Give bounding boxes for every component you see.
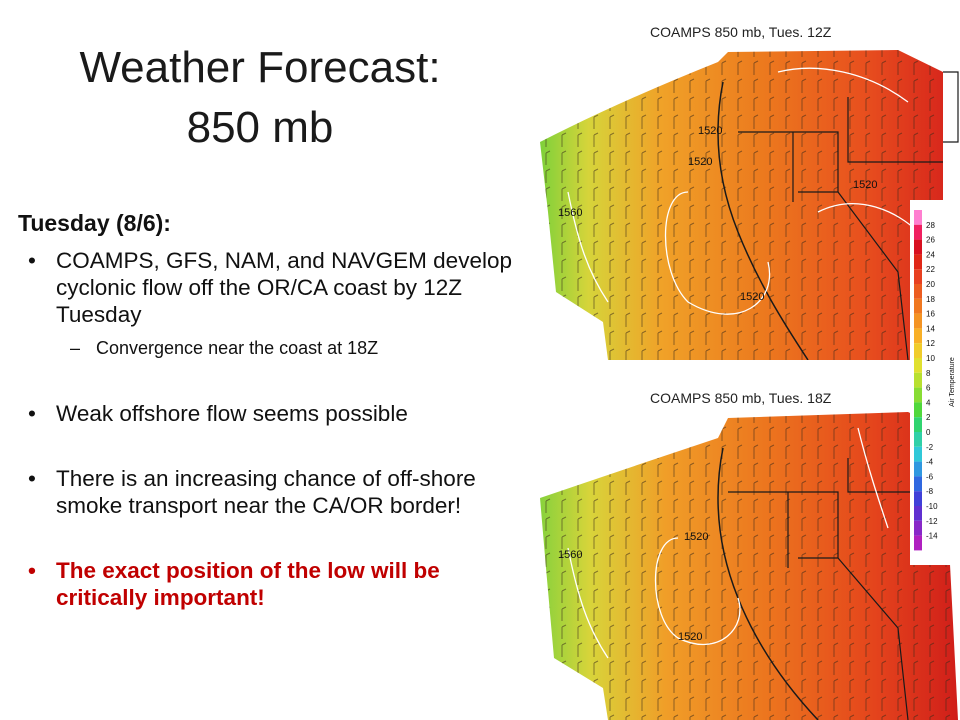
colorbar-swatch <box>914 284 922 299</box>
colorbar-swatch <box>914 313 922 329</box>
colorbar-tick-label: 14 <box>926 324 935 333</box>
colorbar-tick-label: 10 <box>926 354 935 363</box>
colorbar-tick-label: 6 <box>926 384 931 393</box>
colorbar-swatch <box>914 402 922 418</box>
colorbar-swatch <box>914 432 922 447</box>
bottom-contour-label: 1520 <box>684 531 708 543</box>
colorbar-swatch <box>914 520 922 536</box>
colorbar-swatch <box>914 269 922 284</box>
colorbar-tick-label: -4 <box>926 458 934 467</box>
colorbar-swatch <box>914 387 922 403</box>
colorbar-tick-label: 16 <box>926 310 935 319</box>
colorbar-swatch <box>914 298 922 314</box>
bottom-contour-label: 1560 <box>558 549 582 561</box>
sub-bullet-convergence: Convergence near the coast at 18Z <box>18 336 518 360</box>
colorbar-tick-label: 24 <box>926 250 935 259</box>
colorbar-swatch <box>914 535 922 551</box>
colorbar-tick-label: 26 <box>926 236 935 245</box>
colorbar-graphic: 2826242220181614121086420-2-4-6-8-10-12-… <box>914 210 956 551</box>
top-contour-label: 1520 <box>698 125 722 137</box>
title-line-2: 850 mb <box>186 103 334 152</box>
colorbar-tick-label: -6 <box>926 472 934 481</box>
bullet-offshore-flow: Weak offshore flow seems possible <box>18 400 518 427</box>
colorbar-tick-label: 18 <box>926 295 935 304</box>
colorbar-tick-label: -10 <box>926 502 938 511</box>
temperature-colorbar: 28 26 24 22 20 18 16 14 12 10 8 6 4 2 0 -2 -4 -6 -8 -10 -12-… <box>910 200 960 565</box>
colorbar-swatch <box>914 506 922 521</box>
colorbar-tick-label: 22 <box>926 265 935 274</box>
colorbar-tick-label: 8 <box>926 369 931 378</box>
top-contour-label: 1560 <box>558 207 582 219</box>
colorbar-swatch <box>914 446 922 462</box>
bottom-contour-label: 1520 <box>678 631 702 643</box>
colorbar-swatch <box>914 358 922 373</box>
colorbar-swatch <box>914 210 922 225</box>
top-forecast-map: 1520 1520 1520 1520 1560 <box>540 50 959 360</box>
colorbar-swatch <box>914 476 922 492</box>
colorbar-swatch <box>914 343 922 358</box>
colorbar-swatch <box>914 254 922 270</box>
top-contour-label: 1520 <box>740 291 764 303</box>
colorbar-swatch <box>914 239 922 255</box>
colorbar-swatch <box>914 417 922 432</box>
slide-title: Weather Forecast: 850 mb <box>30 38 490 158</box>
colorbar-tick-label: 0 <box>926 428 931 437</box>
bottom-map-label: COAMPS 850 mb, Tues. 18Z <box>650 390 832 406</box>
colorbar-swatch <box>914 224 922 240</box>
colorbar-tick-label: -12 <box>926 517 938 526</box>
colorbar-swatch <box>914 372 922 388</box>
colorbar-swatch <box>914 328 922 344</box>
bullet-list: COAMPS, GFS, NAM, and NAVGEM develop cyc… <box>18 247 518 611</box>
colorbar-tick-label: -8 <box>926 487 934 496</box>
colorbar-tick-label: 4 <box>926 398 931 407</box>
colorbar-tick-label: 28 <box>926 221 935 230</box>
top-contour-label: 1520 <box>853 179 877 191</box>
top-contour-label: 1520 <box>688 156 712 168</box>
colorbar-title: Air Temperature <box>949 357 956 407</box>
bullet-models: COAMPS, GFS, NAM, and NAVGEM develop cyc… <box>18 247 518 328</box>
top-map-label: COAMPS 850 mb, Tues. 12Z <box>650 24 832 40</box>
colorbar-tick-label: -2 <box>926 443 934 452</box>
bullet-low-position: The exact position of the low will be cr… <box>18 557 518 611</box>
slide-content: Tuesday (8/6): COAMPS, GFS, NAM, and NAV… <box>18 210 518 619</box>
colorbar-tick-label: 20 <box>926 280 935 289</box>
colorbar-swatch <box>914 461 922 477</box>
colorbar-tick-label: 12 <box>926 339 935 348</box>
title-line-1: Weather Forecast: <box>79 43 441 92</box>
colorbar-tick-label: -14 <box>926 532 938 541</box>
bullet-smoke-transport: There is an increasing chance of off-sho… <box>18 465 518 519</box>
day-heading: Tuesday (8/6): <box>18 210 171 236</box>
bottom-forecast-map: 1520 1520 1560 <box>540 412 958 720</box>
colorbar-swatch <box>914 491 922 506</box>
colorbar-tick-label: 2 <box>926 413 931 422</box>
